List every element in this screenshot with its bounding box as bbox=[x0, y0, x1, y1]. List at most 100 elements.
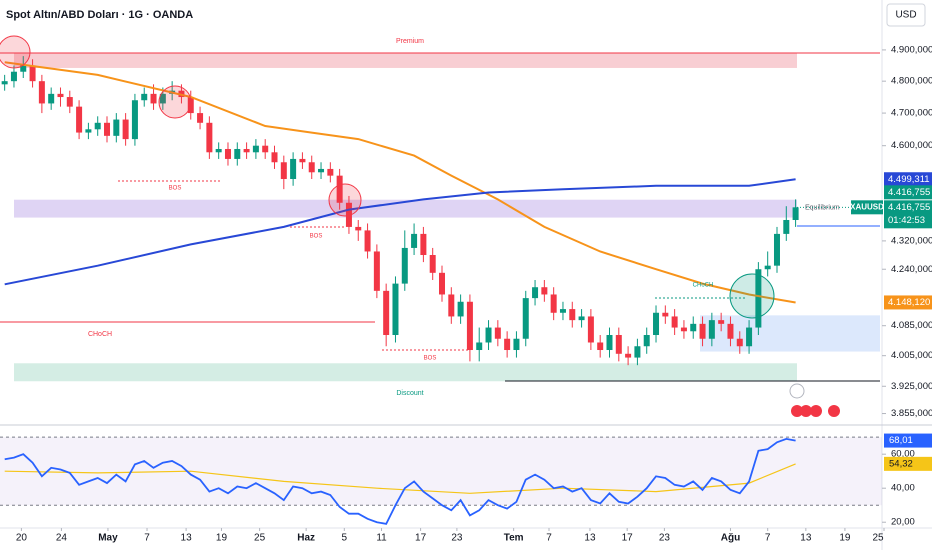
candle-body bbox=[299, 158, 306, 163]
candle-body bbox=[746, 327, 753, 347]
candle-body bbox=[634, 346, 641, 358]
x-tick-label: 19 bbox=[839, 533, 851, 544]
candle-body bbox=[643, 335, 650, 347]
rsi-value-label bbox=[884, 433, 932, 448]
candle-body bbox=[513, 338, 520, 351]
rsi-value-text: 68,01 bbox=[889, 435, 913, 446]
candle-body bbox=[783, 219, 790, 234]
x-tick-label: Tem bbox=[504, 533, 524, 544]
currency-button[interactable] bbox=[886, 3, 926, 27]
x-tick-label: 23 bbox=[451, 533, 463, 544]
candle-body bbox=[690, 323, 697, 332]
x-tick-label: 7 bbox=[144, 533, 150, 544]
x-tick-label: 7 bbox=[765, 533, 771, 544]
candle-body bbox=[792, 207, 799, 220]
rsi-ma-text: 54,32 bbox=[889, 458, 913, 469]
x-tick-label: 11 bbox=[376, 533, 387, 544]
annotation: BOS bbox=[310, 234, 323, 240]
rsi-ma-label bbox=[884, 456, 932, 471]
x-tick-label: 20 bbox=[16, 533, 28, 544]
price-label bbox=[884, 172, 932, 187]
candle-body bbox=[290, 158, 297, 180]
y-tick-label: 4.600,000 bbox=[891, 140, 932, 151]
candle-body bbox=[764, 265, 771, 270]
x-tick-label: 23 bbox=[659, 533, 671, 544]
candle-body bbox=[653, 312, 660, 336]
countdown: 01:42:53 bbox=[888, 215, 925, 226]
candle-body bbox=[466, 301, 473, 351]
candle-body bbox=[104, 122, 111, 136]
candle-body bbox=[755, 269, 762, 328]
x-tick-label: 13 bbox=[181, 533, 193, 544]
zone bbox=[14, 363, 797, 382]
candle-body bbox=[420, 233, 427, 256]
highlight-circle bbox=[158, 85, 192, 119]
candle-body bbox=[485, 327, 492, 343]
zone-label: Equilibrium bbox=[805, 205, 840, 212]
event-icon[interactable] bbox=[789, 383, 805, 399]
candle-body bbox=[578, 316, 585, 321]
zone bbox=[700, 315, 880, 352]
candle-body bbox=[131, 100, 138, 140]
last-price-label bbox=[884, 200, 932, 229]
candle-body bbox=[38, 81, 45, 104]
highlight-circle bbox=[328, 183, 362, 217]
highlight-circles bbox=[0, 35, 775, 319]
candle-body bbox=[215, 148, 222, 153]
candle-body bbox=[94, 122, 101, 130]
highlight-circle bbox=[0, 35, 31, 69]
candle-body bbox=[280, 162, 287, 180]
zone-label: Discount bbox=[396, 390, 423, 397]
highlight-circle bbox=[729, 273, 775, 319]
x-tick-label: 17 bbox=[622, 533, 634, 544]
rsi-tick-label: 60,00 bbox=[891, 449, 915, 460]
candle-body bbox=[448, 294, 455, 317]
price-label bbox=[884, 185, 932, 200]
price-label bbox=[884, 295, 932, 310]
currency[interactable]: USD bbox=[895, 10, 916, 21]
candle-body bbox=[224, 148, 231, 159]
symbol-tag bbox=[851, 200, 883, 215]
candle-body bbox=[318, 168, 325, 173]
x-tick-label: 5 bbox=[342, 533, 348, 544]
candle-body bbox=[606, 335, 613, 351]
moving-average bbox=[4, 61, 796, 304]
y-tick-label: 4.700,000 bbox=[891, 108, 932, 119]
candle-body bbox=[252, 145, 259, 153]
candle-body bbox=[327, 168, 334, 176]
chart-title: Spot Altın/ABD Doları · 1G · OANDA bbox=[6, 9, 193, 21]
event-icon[interactable] bbox=[828, 405, 840, 417]
annotation: BOS bbox=[424, 356, 437, 362]
candle-body bbox=[457, 301, 464, 317]
candle-body bbox=[727, 323, 734, 339]
event-icon[interactable] bbox=[810, 405, 822, 417]
candle-body bbox=[439, 272, 445, 295]
candle-body bbox=[597, 342, 604, 351]
candle-body bbox=[48, 93, 55, 104]
y-tick-label: 4.005,000 bbox=[891, 350, 932, 361]
candle-body bbox=[773, 233, 780, 266]
candle-body bbox=[10, 71, 17, 82]
candle-body bbox=[662, 312, 669, 317]
candle-body bbox=[429, 255, 436, 273]
event-icon[interactable] bbox=[791, 405, 803, 417]
x-tick-label: Ağu bbox=[721, 533, 740, 544]
candle-body bbox=[197, 113, 204, 123]
y-tick-label: 3.925,000 bbox=[891, 381, 932, 392]
y-tick-label: 3.855,000 bbox=[891, 408, 932, 419]
price-label-text: 4.499,311 bbox=[888, 174, 930, 185]
candle-body bbox=[150, 93, 157, 104]
candle-body bbox=[532, 287, 539, 299]
candle-body bbox=[383, 290, 390, 336]
candle-body bbox=[718, 320, 725, 324]
rsi-band bbox=[0, 437, 882, 506]
candle-body bbox=[57, 93, 64, 98]
candle-body bbox=[559, 309, 566, 313]
x-tick-label: 25 bbox=[254, 533, 266, 544]
candle-body bbox=[66, 97, 73, 107]
candle-body bbox=[159, 93, 166, 104]
event-icon[interactable] bbox=[800, 405, 812, 417]
candle-body bbox=[615, 335, 622, 354]
